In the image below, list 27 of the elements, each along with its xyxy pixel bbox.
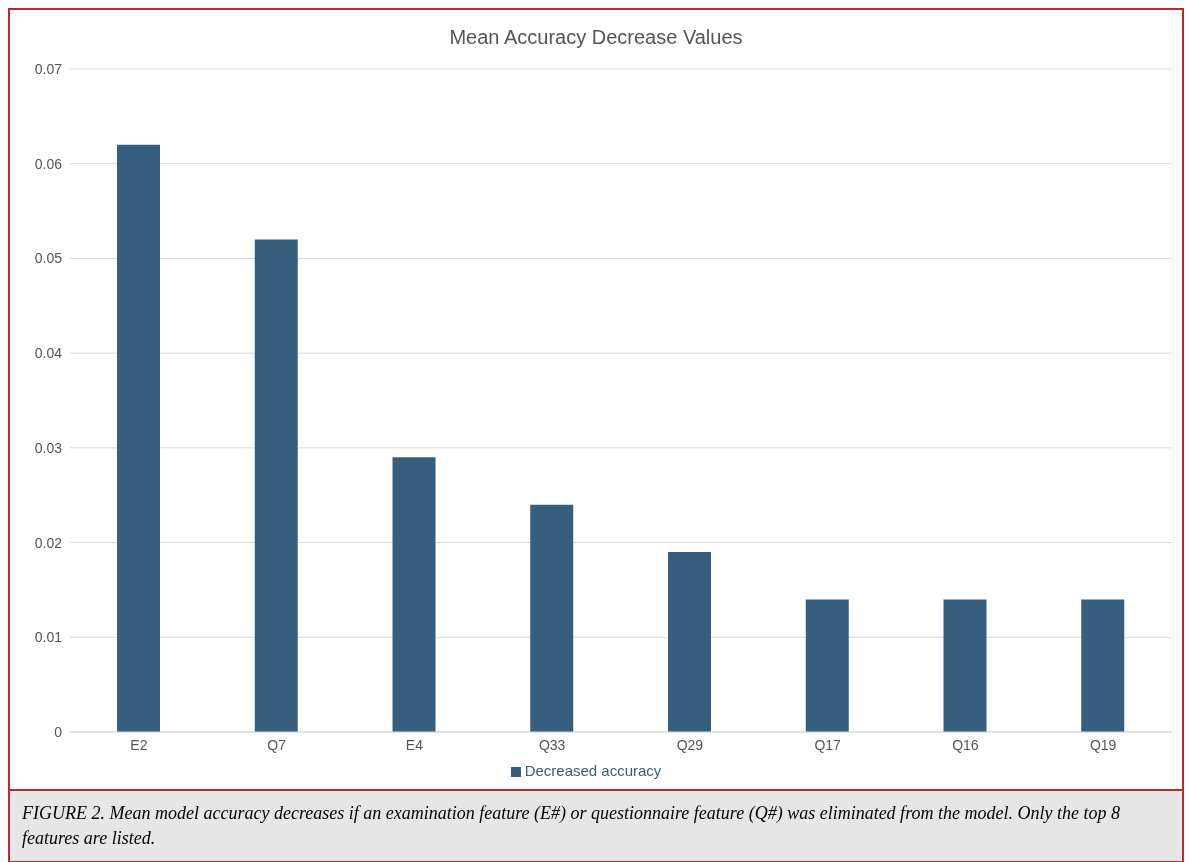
y-tick-label: 0.07 [34, 60, 63, 77]
x-tick-label: E4 [405, 736, 424, 753]
bar [668, 552, 711, 732]
bar [117, 144, 160, 732]
y-tick-label: 0.03 [34, 439, 63, 456]
x-tick-label: Q19 [1089, 736, 1117, 753]
y-tick-label: 0.06 [34, 155, 63, 172]
caption: FIGURE 2. Mean model accuracy decreases if an examination feature (E#) or questionnaire feature (Q#) was eliminated from the model. Only the top 8 features are listed. [10, 789, 1182, 862]
bar [805, 599, 849, 732]
x-tick-label: Q7 [267, 736, 287, 753]
x-tick-label: Q16 [952, 736, 979, 753]
y-tick-label: 0.02 [34, 534, 63, 551]
y-tick-label: 0 [54, 723, 63, 740]
x-tick-label: Q17 [814, 736, 842, 753]
bar [392, 457, 436, 732]
y-tick-label: 0.04 [34, 345, 63, 362]
bar [530, 504, 574, 732]
legend-label: Decreased accuracy [524, 762, 662, 779]
bar [254, 239, 298, 732]
y-tick-label: 0.01 [34, 629, 63, 646]
chart-title: Mean Accuracy Decrease Values [448, 25, 744, 49]
x-tick-label: Q33 [538, 736, 566, 753]
y-tick-label: 0.05 [34, 250, 63, 267]
x-tick-label: E2 [130, 736, 148, 753]
bar [1081, 599, 1125, 732]
bar [943, 599, 987, 732]
x-tick-label: Q29 [676, 736, 704, 753]
